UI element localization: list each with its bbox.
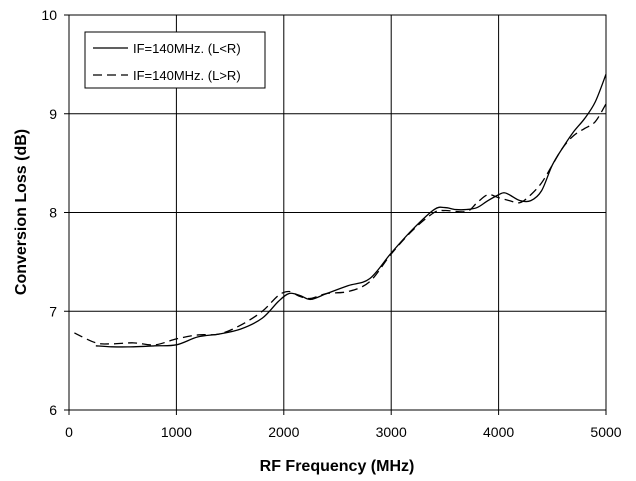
y-tick-label: 9	[49, 106, 57, 122]
x-axis-ticks: 0 1000 2000 3000 4000 5000	[65, 410, 622, 440]
y-axis-title: Conversion Loss (dB)	[13, 129, 30, 295]
series-group	[74, 74, 607, 348]
legend-label-2: IF=140MHz. (L>R)	[133, 68, 241, 83]
y-axis-ticks: 6 7 8 9 10	[41, 7, 69, 418]
series-line-2	[74, 103, 607, 346]
x-tick-label: 2000	[268, 424, 299, 440]
x-tick-label: 5000	[590, 424, 621, 440]
legend-label-1: IF=140MHz. (L<R)	[133, 41, 241, 56]
y-tick-label: 6	[49, 402, 57, 418]
x-tick-label: 1000	[161, 424, 192, 440]
x-tick-label: 4000	[483, 424, 514, 440]
y-tick-label: 7	[49, 303, 57, 319]
x-tick-label: 0	[65, 424, 73, 440]
y-tick-label: 8	[49, 205, 57, 221]
legend-box	[84, 31, 266, 89]
x-axis-title: RF Frequency (MHz)	[260, 458, 415, 475]
legend: IF=140MHz. (L<R) IF=140MHz. (L>R)	[84, 31, 266, 89]
y-tick-label: 10	[41, 7, 57, 23]
x-tick-label: 3000	[376, 424, 407, 440]
